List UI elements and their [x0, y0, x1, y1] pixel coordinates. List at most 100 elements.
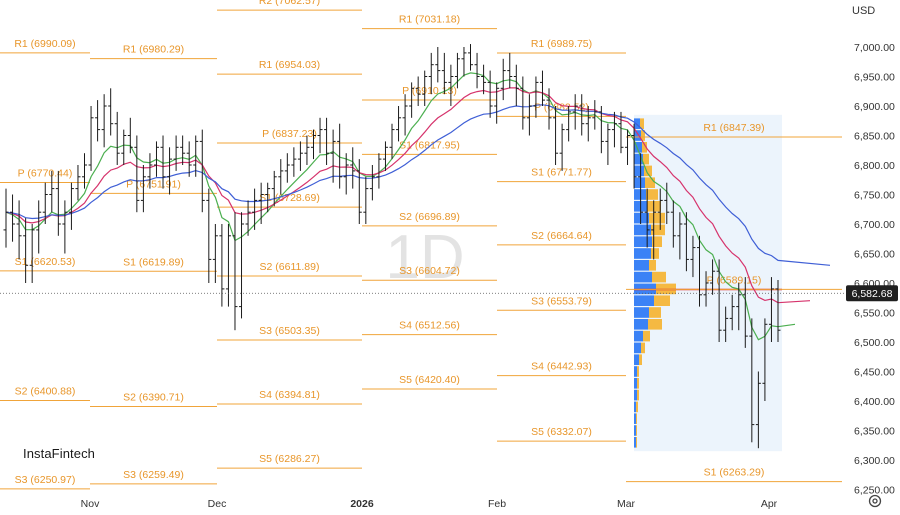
pivot-label: S2 (6400.88) [15, 385, 76, 397]
ohlc-bar [310, 129, 316, 160]
volume-profile-bar [648, 318, 662, 330]
y-tick-label: 6,750.00 [854, 190, 895, 202]
pivot-label: S3 (6503.35) [259, 325, 320, 337]
pivot-label: S2 (6611.89) [260, 261, 320, 273]
ohlc-bar [749, 318, 755, 443]
ohlc-bar [441, 52, 447, 95]
ohlc-bar [127, 117, 133, 154]
y-tick-label: 6,400.00 [854, 396, 895, 408]
volume-profile-bar [636, 413, 637, 425]
ohlc-bar [278, 159, 284, 195]
volume-profile-bar [634, 307, 649, 318]
volume-profile-bar [637, 389, 639, 401]
ohlc-bar [396, 106, 402, 142]
ohlc-bar [376, 153, 382, 189]
ohlc-bar [75, 165, 81, 201]
ohlc-bar [101, 94, 107, 148]
ohlc-bar [324, 117, 330, 165]
y-tick-label: 6,800.00 [854, 160, 895, 172]
volume-profile-bar [634, 425, 636, 436]
last-price-label: 6,582.68 [852, 288, 893, 300]
volume-profile-bar [654, 295, 670, 307]
ohlc-bar [474, 52, 480, 89]
volume-profile-bar [644, 165, 652, 177]
ohlc-bar [304, 135, 310, 165]
ohlc-bar [513, 64, 519, 106]
ohlc-bar [369, 165, 375, 201]
ohlc-bar [605, 123, 611, 165]
ohlc-bar [337, 123, 343, 189]
pivot-label: R1 (6990.09) [14, 38, 75, 50]
ohlc-bar [638, 153, 644, 224]
volume-profile-bar [634, 436, 636, 448]
ohlc-bar [690, 235, 696, 278]
volume-profile-bar [634, 212, 649, 224]
ohlc-bar [29, 224, 35, 283]
ema-mid-line [5, 87, 811, 304]
volume-profile-bar [640, 118, 644, 130]
ohlc-bar [212, 224, 218, 283]
volume-profile-bar [634, 153, 643, 165]
x-tick-label: 2026 [350, 498, 374, 510]
y-tick-label: 6,450.00 [854, 367, 895, 379]
volume-profile-bar [646, 189, 658, 200]
pivot-label: R1 (7031.18) [399, 14, 460, 26]
pivot-levels: R1 (6990.09) P (6770.44) S1 (6620.53) S2 (6… [0, 0, 842, 490]
ohlc-bar [494, 82, 500, 124]
pivot-label: S3 (6604.72) [399, 265, 460, 277]
x-tick-label: Mar [617, 498, 636, 510]
ohlc-bar [520, 76, 526, 130]
pivot-label: R1 (6847.39) [703, 122, 764, 134]
y-tick-label: 6,350.00 [854, 426, 895, 438]
pivot-label: S4 (6512.56) [399, 320, 460, 332]
y-tick-label: 6,250.00 [854, 485, 895, 497]
ohlc-bar [55, 170, 61, 236]
volume-profile-bar [642, 141, 647, 153]
volume-profile-bar [649, 259, 656, 271]
volume-profile-bar [651, 224, 665, 236]
y-tick-label: 6,900.00 [854, 101, 895, 113]
volume-profile-bar [634, 271, 652, 283]
ohlc-bar [42, 182, 48, 224]
pivot-label: R2 (7062.57) [259, 0, 320, 7]
pivot-label: S3 (6553.79) [531, 295, 592, 307]
pivot-label: S1 (6619.89) [123, 256, 184, 268]
ohlc-bar [592, 100, 598, 130]
y-tick-label: 7,000.00 [854, 42, 895, 54]
ohlc-bar [147, 153, 153, 189]
ohlc-bar [703, 271, 709, 307]
ohlc-bar [23, 218, 29, 283]
volume-profile-bar [651, 248, 659, 259]
volume-profile-bar [634, 248, 651, 259]
ohlc-bar [657, 188, 663, 230]
ohlc-bar [284, 153, 290, 183]
volume-profile-bar [634, 413, 636, 425]
x-tick-label: Dec [208, 498, 227, 510]
volume-profile-bar [634, 389, 637, 401]
ohlc-bar [435, 47, 441, 83]
ohlc-bar [68, 182, 74, 230]
chart-settings-button[interactable] [866, 492, 884, 510]
ohlc-bar [736, 283, 742, 331]
volume-profile-bar [652, 271, 666, 283]
ohlc-bar [454, 52, 460, 89]
pivot-label: S5 (6286.27) [259, 453, 320, 465]
ohlc-bar [225, 224, 231, 307]
ohlc-bar [160, 135, 166, 189]
currency-selector[interactable]: USD [846, 2, 896, 20]
ohlc-bar [755, 371, 761, 449]
ohlc-bar [546, 88, 552, 130]
ohlc-bar [88, 106, 94, 171]
volume-profile-bar [637, 366, 639, 377]
pivot-label: S2 (6664.64) [531, 230, 592, 242]
ohlc-bar [566, 106, 572, 142]
ohlc-bar [265, 182, 271, 213]
ohlc-bar [363, 176, 369, 224]
ohlc-bar [10, 194, 16, 242]
volume-profile-bar [634, 330, 643, 342]
volume-profile-bar [634, 342, 641, 354]
ohlc-bar [173, 135, 179, 171]
ohlc-bar [651, 200, 657, 260]
